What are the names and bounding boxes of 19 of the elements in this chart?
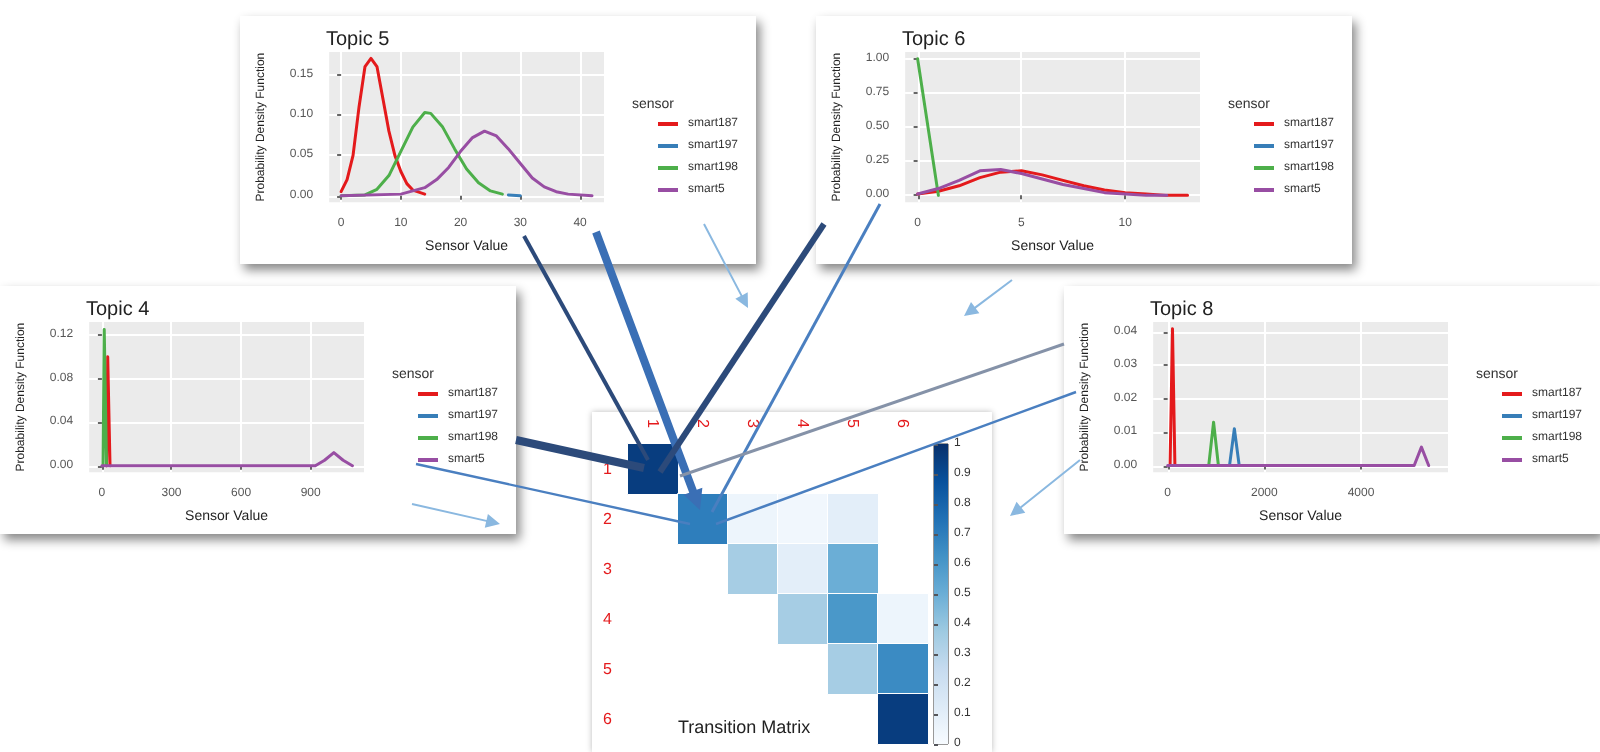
y-tick-label: 6 (603, 710, 614, 728)
y-tick-label: 5 (603, 660, 614, 678)
x-tick-label: 2 (694, 419, 712, 430)
y-tick-label: 4 (603, 610, 614, 628)
x-tick-label: 1 (644, 419, 662, 430)
x-tick-label: 3 (744, 419, 762, 430)
y-tick-label: 1 (603, 460, 614, 478)
text: Transition Matrix (678, 717, 812, 737)
chart-title: Topic 6 (902, 29, 967, 51)
chart-title: Topic 4 (86, 299, 151, 321)
y-tick-label: 2 (603, 510, 614, 528)
line-series (339, 129, 594, 198)
x-tick-label: 4 (794, 419, 812, 430)
chart-title: Topic 5 (326, 29, 391, 51)
x-tick-label: 6 (894, 419, 912, 430)
chart-title: Topic 8 (1150, 299, 1215, 321)
x-tick-label: 5 (844, 419, 862, 430)
line-series (339, 56, 427, 196)
y-tick-label: 3 (603, 560, 614, 578)
